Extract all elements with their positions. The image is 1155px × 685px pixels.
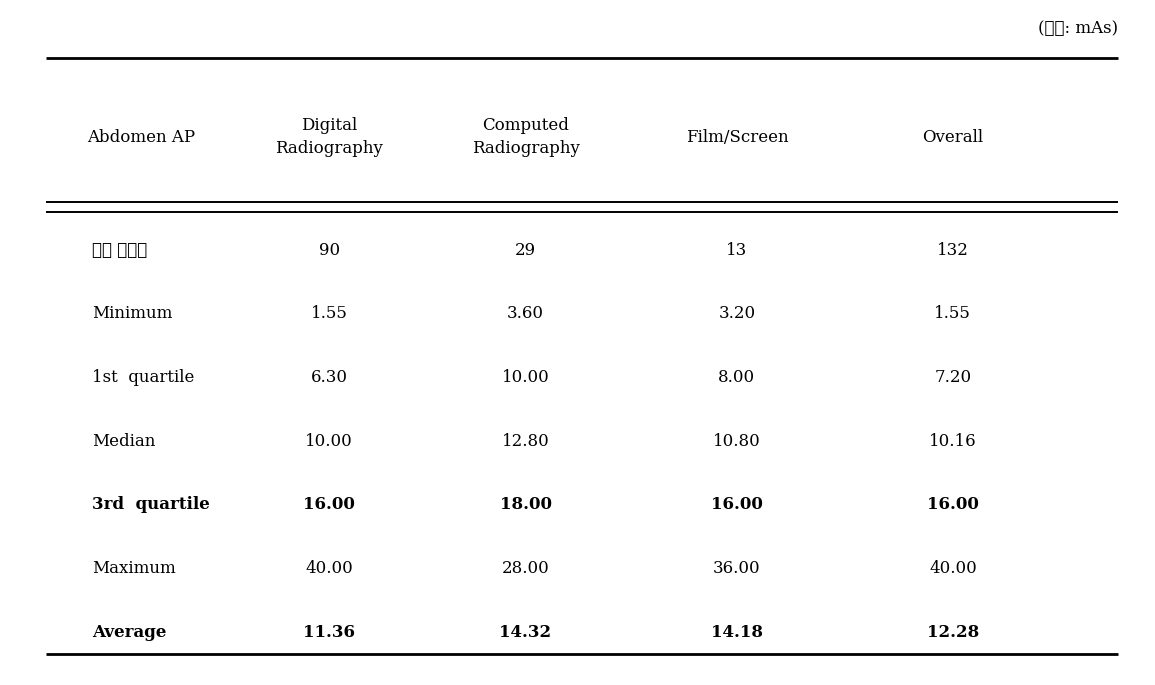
Text: Abdomen AP: Abdomen AP	[87, 129, 195, 145]
Text: Median: Median	[92, 433, 156, 449]
Text: Overall: Overall	[923, 129, 983, 145]
Text: 대상 장치수: 대상 장치수	[92, 242, 148, 258]
Text: Computed
Radiography: Computed Radiography	[471, 116, 580, 158]
Text: 1.55: 1.55	[311, 306, 348, 322]
Text: 14.18: 14.18	[710, 624, 763, 640]
Text: Maximum: Maximum	[92, 560, 177, 577]
Text: 10.00: 10.00	[501, 369, 550, 386]
Text: 10.16: 10.16	[929, 433, 977, 449]
Text: 13: 13	[726, 242, 747, 258]
Text: Minimum: Minimum	[92, 306, 173, 322]
Text: 11.36: 11.36	[303, 624, 356, 640]
Text: 36.00: 36.00	[713, 560, 761, 577]
Text: 10.00: 10.00	[305, 433, 353, 449]
Text: 40.00: 40.00	[929, 560, 977, 577]
Text: 1.55: 1.55	[934, 306, 971, 322]
Text: 40.00: 40.00	[305, 560, 353, 577]
Text: 6.30: 6.30	[311, 369, 348, 386]
Text: 3rd  quartile: 3rd quartile	[92, 497, 210, 513]
Text: 1st  quartile: 1st quartile	[92, 369, 195, 386]
Text: 14.32: 14.32	[499, 624, 552, 640]
Text: Average: Average	[92, 624, 166, 640]
Text: 3.20: 3.20	[718, 306, 755, 322]
Text: (단위: mAs): (단위: mAs)	[1038, 21, 1118, 37]
Text: 90: 90	[319, 242, 340, 258]
Text: 12.28: 12.28	[926, 624, 979, 640]
Text: 28.00: 28.00	[501, 560, 550, 577]
Text: 12.80: 12.80	[501, 433, 550, 449]
Text: 10.80: 10.80	[713, 433, 761, 449]
Text: Film/Screen: Film/Screen	[686, 129, 788, 145]
Text: Digital
Radiography: Digital Radiography	[275, 116, 383, 158]
Text: 132: 132	[937, 242, 969, 258]
Text: 29: 29	[515, 242, 536, 258]
Text: 16.00: 16.00	[304, 497, 355, 513]
Text: 7.20: 7.20	[934, 369, 971, 386]
Text: 16.00: 16.00	[711, 497, 762, 513]
Text: 3.60: 3.60	[507, 306, 544, 322]
Text: 8.00: 8.00	[718, 369, 755, 386]
Text: 16.00: 16.00	[927, 497, 978, 513]
Text: 18.00: 18.00	[499, 497, 552, 513]
